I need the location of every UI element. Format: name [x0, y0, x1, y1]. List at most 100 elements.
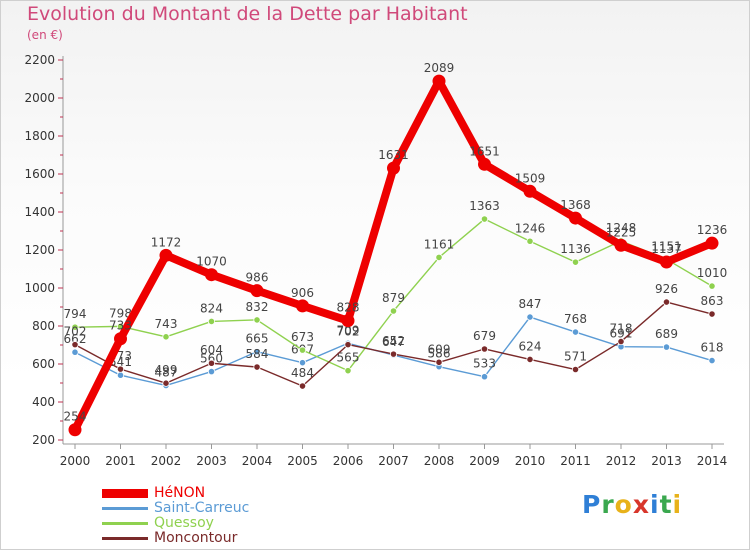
data-point [705, 236, 719, 250]
data-point [298, 346, 307, 354]
logo-letter: r [601, 490, 615, 519]
x-tick-label: 2014 [697, 454, 728, 468]
data-point [341, 314, 355, 328]
data-point [296, 299, 309, 313]
data-label: 863 [701, 294, 724, 308]
data-label: 1631 [378, 148, 409, 162]
data-label: 533 [473, 357, 496, 371]
legend-item: Saint-Carreuc [102, 500, 342, 516]
data-point [526, 237, 534, 245]
data-label: 571 [564, 350, 587, 364]
data-point [298, 382, 307, 390]
data-point [114, 332, 127, 346]
legend-label: HéNON [154, 485, 206, 501]
y-tick-label: 1000 [24, 281, 55, 295]
data-point [250, 284, 264, 298]
data-point [480, 345, 489, 353]
data-label: 1151 [651, 239, 682, 253]
x-tick-label: 2012 [606, 454, 637, 468]
y-tick-label: 1400 [24, 205, 55, 219]
data-label: 1363 [469, 199, 500, 213]
data-label: 1070 [196, 255, 227, 269]
data-label: 586 [428, 347, 451, 361]
data-label: 499 [155, 363, 178, 377]
data-point [253, 363, 261, 371]
data-point [207, 359, 216, 367]
data-point [571, 365, 580, 374]
data-label: 743 [155, 317, 178, 331]
data-point [708, 310, 716, 318]
data-point [162, 379, 170, 387]
data-label: 673 [291, 330, 314, 344]
y-tick-label: 1600 [24, 167, 55, 181]
y-tick-label: 200 [32, 433, 55, 447]
data-point [435, 253, 443, 262]
logo-letter: i [650, 490, 660, 519]
data-label: 847 [519, 297, 542, 311]
x-tick-label: 2004 [242, 454, 273, 468]
data-label: 794 [64, 307, 87, 321]
data-point [344, 341, 352, 349]
data-label: 1172 [151, 235, 182, 249]
data-label: 1509 [515, 171, 546, 185]
data-point [662, 298, 671, 306]
data-point [480, 215, 489, 223]
data-label: 832 [246, 300, 269, 314]
chart-legend: HéNON Saint-Carreuc Quessoy Moncontour [102, 485, 342, 546]
data-point [116, 365, 125, 373]
x-tick-label: 2001 [105, 454, 136, 468]
data-point [432, 74, 446, 88]
data-label: 906 [291, 286, 314, 300]
data-point [435, 358, 443, 366]
y-tick-label: 1800 [24, 129, 55, 143]
data-point [71, 348, 79, 356]
data-label: 604 [200, 343, 223, 357]
data-label: 584 [246, 347, 269, 361]
data-label: 665 [246, 332, 269, 346]
data-point [344, 367, 352, 375]
legend-swatch [102, 537, 148, 540]
legend-swatch [102, 507, 148, 510]
data-point [662, 343, 671, 351]
y-tick-label: 2000 [24, 91, 55, 105]
legend-item: Moncontour [102, 530, 342, 546]
data-point [617, 337, 625, 346]
data-label: 798 [109, 306, 132, 320]
data-point [480, 373, 489, 381]
data-point [526, 313, 534, 321]
data-point [253, 348, 261, 356]
data-label: 254 [64, 410, 87, 424]
data-point [569, 211, 582, 225]
chart-subtitle: (en €) [27, 28, 63, 42]
y-tick-label: 800 [32, 319, 55, 333]
data-label: 768 [564, 312, 587, 326]
data-point [389, 307, 398, 315]
y-tick-label: 2200 [24, 53, 55, 67]
data-point [614, 238, 628, 252]
data-point [71, 341, 79, 349]
data-label: 679 [473, 329, 496, 343]
y-tick-label: 600 [32, 357, 55, 371]
x-tick-label: 2010 [515, 454, 546, 468]
data-label: 828 [337, 301, 360, 315]
data-label: 824 [200, 301, 223, 315]
x-tick-label: 2006 [333, 454, 364, 468]
x-tick-label: 2007 [378, 454, 409, 468]
data-point [162, 333, 170, 341]
data-label: 624 [519, 339, 542, 353]
data-label: 484 [291, 366, 314, 380]
data-label: 879 [382, 291, 405, 305]
logo-letter: t [659, 490, 673, 519]
legend-label: Quessoy [154, 515, 214, 531]
data-point [523, 184, 537, 198]
logo-letter: i [672, 490, 683, 519]
data-label: 609 [428, 342, 451, 356]
data-point [571, 258, 580, 266]
x-tick-label: 2011 [560, 454, 591, 468]
data-label: 560 [200, 352, 223, 366]
legend-item: HéNON [102, 485, 342, 501]
data-point [387, 161, 400, 175]
data-label: 1651 [469, 144, 500, 158]
